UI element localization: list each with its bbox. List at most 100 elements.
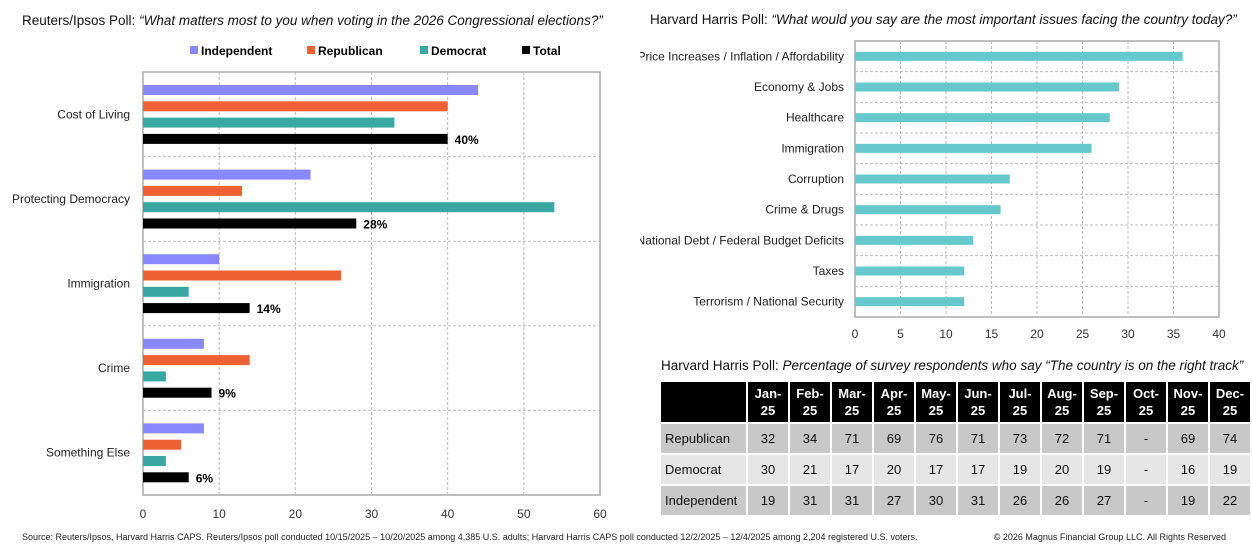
table-cell: 73	[1000, 424, 1040, 453]
column-header: Apr- 25	[874, 382, 914, 422]
table-cell: 69	[874, 424, 914, 453]
x-tick-label: 50	[517, 507, 531, 521]
table-cell: 72	[1042, 424, 1082, 453]
table-cell: 19	[748, 486, 788, 515]
column-header: Feb- 25	[790, 382, 830, 422]
table-row: Democrat 30 21 17 20 17 17 19 20 19-16 19	[661, 455, 1250, 484]
category-label: Corruption	[788, 172, 844, 186]
table-cell: 17	[832, 455, 872, 484]
table-cell: 30	[748, 455, 788, 484]
bar	[855, 297, 965, 307]
table-cell: 31	[832, 486, 872, 515]
table-cell: 19	[1000, 455, 1040, 484]
table-cell: 71	[832, 424, 872, 453]
left-chart-title: Reuters/Ipsos Poll: “What matters most t…	[22, 13, 603, 28]
bar-independent	[143, 338, 204, 349]
column-header: Jan- 25	[748, 382, 788, 422]
x-tick-label: 25	[1076, 327, 1090, 341]
table-title-rest: Percentage of survey respondents who say…	[782, 358, 1244, 373]
bar-republican	[143, 270, 342, 281]
column-header: Oct- 25	[1126, 382, 1166, 422]
table-cell: 20	[1042, 455, 1082, 484]
x-tick-label: 20	[289, 507, 303, 521]
bar	[855, 205, 1001, 215]
x-tick-label: 40	[441, 507, 455, 521]
bar	[855, 235, 974, 245]
bar-independent	[143, 169, 311, 180]
category-label: Immigration	[781, 141, 844, 155]
category-label: Economy & Jobs	[754, 80, 844, 94]
bar-democrat	[143, 456, 166, 466]
legend-swatch-republican	[307, 46, 315, 54]
table-cell: 71	[958, 424, 998, 453]
x-tick-label: 0	[852, 327, 859, 341]
category-label: National Debt / Federal Budget Deficits	[640, 233, 844, 247]
column-header: May- 25	[916, 382, 956, 422]
legend-label-democrat: Democrat	[431, 44, 486, 58]
table-cell: 19	[1210, 455, 1250, 484]
bar-total	[143, 303, 250, 314]
category-label: Cost of Living	[57, 107, 130, 121]
table-cell: 22	[1210, 486, 1250, 515]
bar-independent	[143, 85, 479, 95]
column-header: Nov- 25	[1168, 382, 1208, 422]
table-cell: -	[1126, 486, 1166, 515]
legend-label-republican: Republican	[318, 44, 383, 58]
table-cell: 34	[790, 424, 830, 453]
x-tick-label: 30	[1121, 327, 1135, 341]
legend-swatch-democrat	[420, 46, 428, 54]
bar-total	[143, 133, 448, 144]
table-cell: -	[1126, 455, 1166, 484]
category-label: Protecting Democracy	[12, 192, 130, 206]
bar-independent	[143, 254, 220, 265]
table-cell: 74	[1210, 424, 1250, 453]
legend-swatch-total	[522, 46, 530, 54]
table-cell: 17	[916, 455, 956, 484]
bar-democrat	[143, 286, 189, 297]
x-tick-label: 10	[939, 327, 953, 341]
bar-total	[143, 218, 357, 229]
category-label: Price Increases / Inflation / Affordabil…	[640, 49, 844, 63]
header-corner	[661, 382, 746, 422]
bar	[855, 113, 1110, 123]
table-cell: 76	[916, 424, 956, 453]
table-cell: 71	[1084, 424, 1124, 453]
table-cell: 32	[748, 424, 788, 453]
x-tick-label: 5	[897, 327, 904, 341]
table-cell: -	[1126, 424, 1166, 453]
table-title-prefix: Harvard Harris Poll:	[661, 358, 779, 373]
source-note: Source: Reuters/Ipsos, Harvard Harris CA…	[22, 532, 918, 542]
bar-independent	[143, 423, 204, 434]
column-header: Aug- 25	[1042, 382, 1082, 422]
table-cell: 26	[1042, 486, 1082, 515]
data-label: 28%	[363, 218, 387, 232]
left-title-question: “What matters most to you when voting in…	[139, 13, 603, 28]
bar	[855, 266, 965, 276]
x-tick-label: 40	[1212, 327, 1226, 341]
category-label: Terrorism / National Security	[693, 295, 844, 309]
column-header: Sep- 25	[1084, 382, 1124, 422]
category-label: Crime & Drugs	[765, 203, 844, 217]
column-header: Dec- 25	[1210, 382, 1250, 422]
x-tick-label: 60	[593, 507, 607, 521]
category-label: Crime	[98, 361, 130, 375]
category-label: Taxes	[813, 264, 844, 278]
bar-republican	[143, 355, 250, 366]
category-label: Something Else	[46, 446, 130, 460]
bar-democrat	[143, 371, 166, 382]
data-label: 9%	[219, 387, 237, 401]
table-cell: 21	[790, 455, 830, 484]
table-cell: 16	[1168, 455, 1208, 484]
table-title: Harvard Harris Poll: Percentage of surve…	[661, 358, 1243, 373]
data-label: 40%	[455, 133, 479, 147]
bar-republican	[143, 101, 448, 112]
table-header-row: Jan- 25 Feb- 25 Mar- 25 Apr- 25 May- 25 Jun- 25 Jul-…	[661, 382, 1250, 422]
bar-total	[143, 387, 212, 398]
x-tick-label: 35	[1167, 327, 1181, 341]
table-row: Republican 32 34 71 69 76 71 73 72 71-69 74	[661, 424, 1250, 453]
left-bar-chart: Independent Republican Democrat Total 0 10 20 3…	[12, 44, 607, 521]
table-cell: 31	[958, 486, 998, 515]
copyright: © 2026 Magnus Financial Group LLC. All R…	[993, 532, 1226, 542]
bar-democrat	[143, 202, 555, 213]
bar-democrat	[143, 117, 395, 128]
